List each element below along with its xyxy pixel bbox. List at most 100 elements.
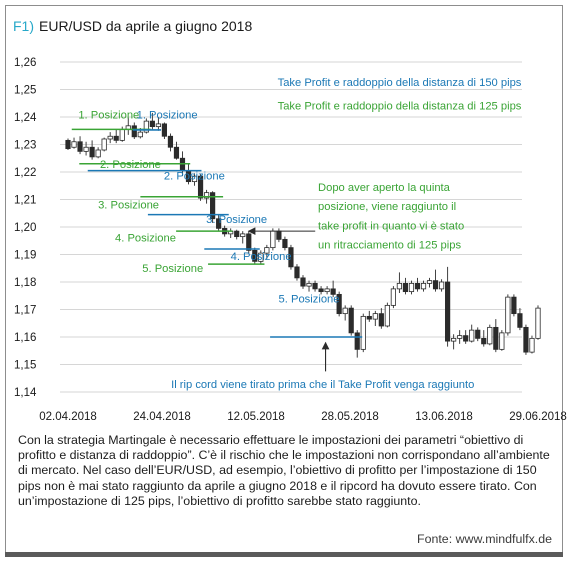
candle-body bbox=[360, 315, 366, 350]
candlestick-chart: 1,26 1,25 1,24 1,23 1,22 1,21 1,20 1,19 1,18 1,17… bbox=[14, 57, 567, 423]
y-tick-label: 1,21 bbox=[14, 195, 36, 207]
candle-body bbox=[378, 313, 384, 327]
candle-body bbox=[451, 337, 457, 342]
chart-annotation: Il rip cord viene tirato prima che il Ta… bbox=[171, 379, 474, 391]
candle-body bbox=[312, 282, 318, 290]
candle-body bbox=[95, 149, 101, 158]
candle-body bbox=[276, 230, 282, 240]
candle-body bbox=[161, 123, 168, 137]
candle-body bbox=[294, 266, 300, 279]
candle-body bbox=[252, 249, 258, 262]
candle-body bbox=[481, 337, 487, 345]
y-tick-label: 1,26 bbox=[14, 57, 36, 69]
candle-body bbox=[324, 288, 330, 293]
candle-body bbox=[463, 335, 469, 342]
candle-body bbox=[107, 135, 113, 140]
candle-body bbox=[258, 252, 264, 262]
candle-body bbox=[408, 282, 415, 293]
y-tick-label: 1,15 bbox=[14, 360, 36, 372]
candle-body bbox=[330, 288, 336, 295]
candle-body bbox=[191, 175, 198, 183]
candle-body bbox=[101, 138, 107, 151]
x-tick-label: 13.06.2018 bbox=[415, 411, 473, 423]
candle-body bbox=[396, 282, 403, 290]
chart-annotation: 1. Posizione bbox=[78, 110, 139, 122]
candle-body bbox=[420, 282, 427, 290]
chart-annotation: 5. Posizione bbox=[142, 263, 203, 275]
candle-body bbox=[499, 332, 505, 350]
candle-body bbox=[65, 139, 71, 150]
candle-body bbox=[493, 326, 499, 350]
candle-body bbox=[143, 120, 149, 133]
candle-body bbox=[354, 332, 360, 350]
y-tick-label: 1,14 bbox=[14, 387, 37, 399]
candle-body bbox=[348, 307, 354, 334]
chart-annotation: Take Profit e raddoppio della distanza d… bbox=[278, 77, 522, 89]
candle-body bbox=[372, 313, 378, 320]
candle-body bbox=[131, 125, 137, 138]
candle-body bbox=[288, 247, 294, 268]
candle-body bbox=[517, 313, 523, 328]
y-tick-label: 1,20 bbox=[14, 222, 36, 234]
candle-body bbox=[173, 146, 180, 159]
frame-bottom-rule bbox=[5, 552, 563, 557]
candle-body bbox=[270, 230, 276, 249]
y-tick-label: 1,24 bbox=[14, 112, 37, 124]
figure-tag: F1) bbox=[13, 18, 34, 34]
candle-body bbox=[487, 326, 493, 345]
chart-annotation: 3. Posizione bbox=[206, 214, 267, 226]
candle-body bbox=[149, 120, 155, 128]
candle-body bbox=[282, 238, 288, 249]
candle-body bbox=[234, 230, 240, 238]
chart-annotation: Dopo aver aperto la quinta bbox=[318, 182, 451, 194]
y-tick-label: 1,22 bbox=[14, 167, 36, 179]
chart-annotation: un ritracciamento di 125 pips bbox=[318, 240, 461, 252]
candle-body bbox=[432, 280, 439, 290]
chart-annotation: Take Profit e raddoppio della distanza d… bbox=[278, 101, 522, 113]
candle-body bbox=[83, 146, 89, 152]
y-tick-label: 1,18 bbox=[14, 277, 36, 289]
candle-body bbox=[402, 282, 409, 293]
candle-body bbox=[89, 146, 95, 158]
candle-body bbox=[535, 307, 541, 339]
chart-annotation: posizione, viene raggiunto il bbox=[318, 201, 456, 213]
candle-body bbox=[203, 192, 210, 199]
x-tick-label: 28.05.2018 bbox=[321, 411, 379, 423]
candle-body bbox=[438, 281, 445, 290]
chart-annotation: 3. Posizione bbox=[98, 200, 159, 212]
candle-body bbox=[457, 335, 463, 339]
figure-caption: Con la strategia Martingale è necessario… bbox=[18, 433, 550, 508]
candle-body bbox=[71, 141, 77, 148]
y-tick-label: 1,25 bbox=[14, 85, 36, 97]
candle-body bbox=[445, 281, 451, 342]
chart-annotation: 2. Posizione bbox=[164, 171, 225, 183]
candle-body bbox=[137, 131, 143, 138]
candle-body bbox=[414, 282, 421, 290]
candle-body bbox=[264, 247, 270, 254]
candle-body bbox=[246, 233, 252, 251]
candle-body bbox=[113, 135, 119, 141]
chart-annotation: 4. Posizione bbox=[115, 233, 176, 245]
chart-annotation: 1. Posizione bbox=[137, 110, 198, 122]
y-tick-label: 1,23 bbox=[14, 140, 36, 152]
chart-annotation: 5. Posizione bbox=[279, 294, 340, 306]
candle-body bbox=[306, 282, 312, 287]
chart-annotation: 2. Posizione bbox=[100, 159, 161, 171]
figure-frame bbox=[5, 5, 563, 556]
source-note: Fonte: www.mindfulfx.de bbox=[417, 532, 552, 546]
candle-body bbox=[167, 135, 174, 148]
chart-title-text: EUR/USD da aprile a giugno 2018 bbox=[39, 18, 253, 34]
x-tick-label: 24.04.2018 bbox=[133, 411, 191, 423]
y-tick-label: 1,19 bbox=[14, 250, 36, 262]
candle-body bbox=[342, 307, 348, 315]
candle-body bbox=[505, 296, 511, 334]
candle-body bbox=[197, 175, 204, 199]
x-tick-label: 12.05.2018 bbox=[227, 411, 285, 423]
candle-body bbox=[523, 326, 529, 353]
candle-body bbox=[216, 218, 222, 229]
candle-body bbox=[336, 293, 342, 315]
chart-title: F1) EUR/USD da aprile a giugno 2018 bbox=[13, 18, 252, 34]
candle-body bbox=[426, 280, 433, 284]
chart-annotation: 4. Posizione bbox=[231, 251, 292, 263]
candle-body bbox=[318, 288, 324, 293]
